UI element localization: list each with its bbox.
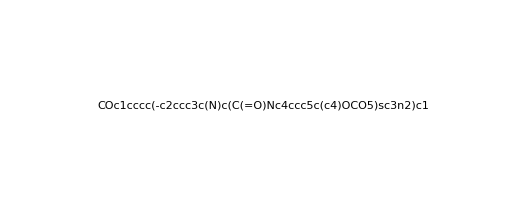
- Text: COc1cccc(-c2ccc3c(N)c(C(=O)Nc4ccc5c(c4)OCO5)sc3n2)c1: COc1cccc(-c2ccc3c(N)c(C(=O)Nc4ccc5c(c4)O…: [97, 101, 429, 111]
